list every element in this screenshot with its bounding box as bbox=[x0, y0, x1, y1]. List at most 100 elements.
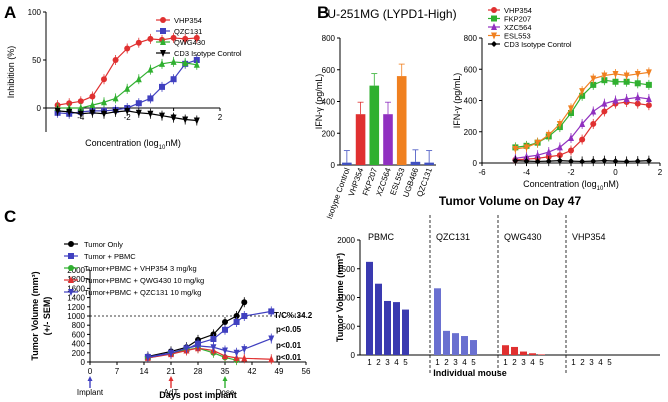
chart-b-line: 0 200 400 600 800 -6 -4 -2 0 2 IFN-γ (pg/mL) Concen… bbox=[452, 6, 663, 192]
data-point bbox=[159, 83, 165, 90]
y-tick-label: 0 bbox=[37, 104, 42, 113]
data-point bbox=[182, 35, 189, 42]
data-point bbox=[124, 84, 131, 92]
data-point bbox=[556, 157, 563, 164]
mouse-label: 3 bbox=[589, 358, 594, 367]
y-tick-label: 500 bbox=[342, 322, 356, 331]
bar bbox=[342, 162, 352, 165]
data-point bbox=[645, 81, 652, 88]
bar bbox=[511, 346, 518, 355]
legend-entry: QWG430 bbox=[174, 38, 205, 47]
y-tick-label: 0 bbox=[351, 351, 356, 360]
data-point bbox=[579, 119, 586, 127]
bar bbox=[383, 114, 393, 165]
bar bbox=[529, 353, 536, 355]
legend-entry: Tumor+PBMC + QZC131 10 mg/kg bbox=[84, 288, 201, 297]
legend-marker bbox=[491, 15, 497, 22]
data-point bbox=[241, 313, 248, 319]
data-point bbox=[545, 148, 552, 156]
data-point bbox=[135, 100, 142, 107]
data-point bbox=[159, 59, 165, 67]
legend-entry: Tumor Only bbox=[84, 240, 123, 249]
data-point bbox=[144, 354, 151, 362]
y-tick-label: 0 bbox=[331, 161, 336, 170]
data-point bbox=[579, 158, 586, 165]
data-point bbox=[645, 102, 652, 109]
x-label-post: nM) bbox=[603, 179, 619, 189]
data-point bbox=[645, 69, 652, 77]
data-point bbox=[601, 72, 608, 80]
bar bbox=[384, 300, 391, 355]
x-tick-label: 14 bbox=[140, 367, 149, 376]
data-point bbox=[89, 109, 96, 117]
data-point bbox=[545, 158, 552, 165]
implant-label: Implant bbox=[77, 388, 104, 397]
y-tick-label: 200 bbox=[464, 128, 478, 137]
data-point bbox=[170, 76, 177, 83]
x-tick-label: -4 bbox=[523, 168, 531, 177]
x-tick-label: -2 bbox=[124, 113, 132, 122]
bar bbox=[443, 330, 450, 355]
data-point bbox=[568, 105, 574, 113]
bar bbox=[410, 161, 421, 165]
legend-entry: CD3 Isotype Control bbox=[174, 49, 242, 58]
x-tick-label: 56 bbox=[302, 367, 311, 376]
data-point bbox=[233, 313, 240, 319]
y-axis-label: IFN-γ (pg/mL) bbox=[452, 73, 462, 129]
legend-marker bbox=[68, 265, 74, 271]
x-axis-label: Individual mouse bbox=[433, 368, 507, 378]
x-tick-label: -2 bbox=[567, 168, 575, 177]
x-axis-label: Concentration (log10nM) bbox=[85, 138, 181, 151]
y-tick-label: 1000 bbox=[337, 294, 355, 303]
data-point bbox=[268, 335, 275, 343]
bar bbox=[461, 336, 468, 355]
x-tick-label: 2 bbox=[218, 113, 223, 122]
data-point bbox=[222, 352, 228, 360]
data-point bbox=[634, 100, 641, 107]
data-point bbox=[241, 354, 248, 362]
data-point bbox=[222, 347, 228, 355]
legend-marker bbox=[491, 32, 497, 40]
x-label-pre: Concentration (log bbox=[85, 138, 159, 148]
data-point bbox=[147, 95, 154, 102]
data-point bbox=[66, 108, 73, 116]
legend-entry: Tumor+PBMC + QWG430 10 mg/kg bbox=[84, 276, 204, 285]
group-label: QWG430 bbox=[504, 232, 542, 242]
chart-c-day47: Tumor Volume on Day 47 0 500 1000 1500 2000 Tu… bbox=[335, 194, 660, 378]
mouse-label: 4 bbox=[530, 358, 535, 367]
data-point bbox=[568, 134, 574, 141]
series-line bbox=[147, 337, 272, 358]
y-tick-label: 600 bbox=[464, 65, 478, 74]
legend-marker bbox=[160, 28, 166, 34]
bar bbox=[424, 162, 434, 165]
x-label-post: nM) bbox=[165, 138, 181, 148]
y-tick-label: 2000 bbox=[337, 236, 355, 245]
data-point bbox=[89, 93, 96, 100]
data-point bbox=[112, 94, 119, 102]
data-point bbox=[268, 308, 275, 315]
panel-label-a: A bbox=[4, 3, 16, 22]
data-point bbox=[124, 45, 131, 52]
mouse-label: 1 bbox=[435, 358, 440, 367]
mouse-label: 3 bbox=[521, 358, 526, 367]
y-tick-label: 800 bbox=[322, 34, 336, 43]
data-point bbox=[612, 158, 619, 165]
y-tick-label: 0 bbox=[473, 159, 478, 168]
legend-marker bbox=[68, 289, 74, 296]
y-tick-label: 0 bbox=[81, 358, 86, 367]
legend-marker bbox=[160, 38, 166, 45]
legend-entry: CD3 Isotype Control bbox=[504, 40, 572, 49]
data-point bbox=[645, 157, 652, 164]
data-point bbox=[77, 98, 84, 105]
p-annotation-1: p<0.05 bbox=[276, 325, 302, 334]
data-point bbox=[601, 157, 608, 164]
data-point bbox=[534, 139, 541, 147]
mouse-label: 1 bbox=[571, 358, 576, 367]
x-label-sub: 10 bbox=[597, 186, 604, 192]
data-point bbox=[112, 57, 119, 63]
bar bbox=[366, 261, 373, 355]
legend-marker bbox=[160, 17, 166, 23]
legend-entry: ESL553 bbox=[504, 32, 531, 41]
data-point bbox=[222, 326, 228, 333]
data-point bbox=[634, 80, 641, 87]
